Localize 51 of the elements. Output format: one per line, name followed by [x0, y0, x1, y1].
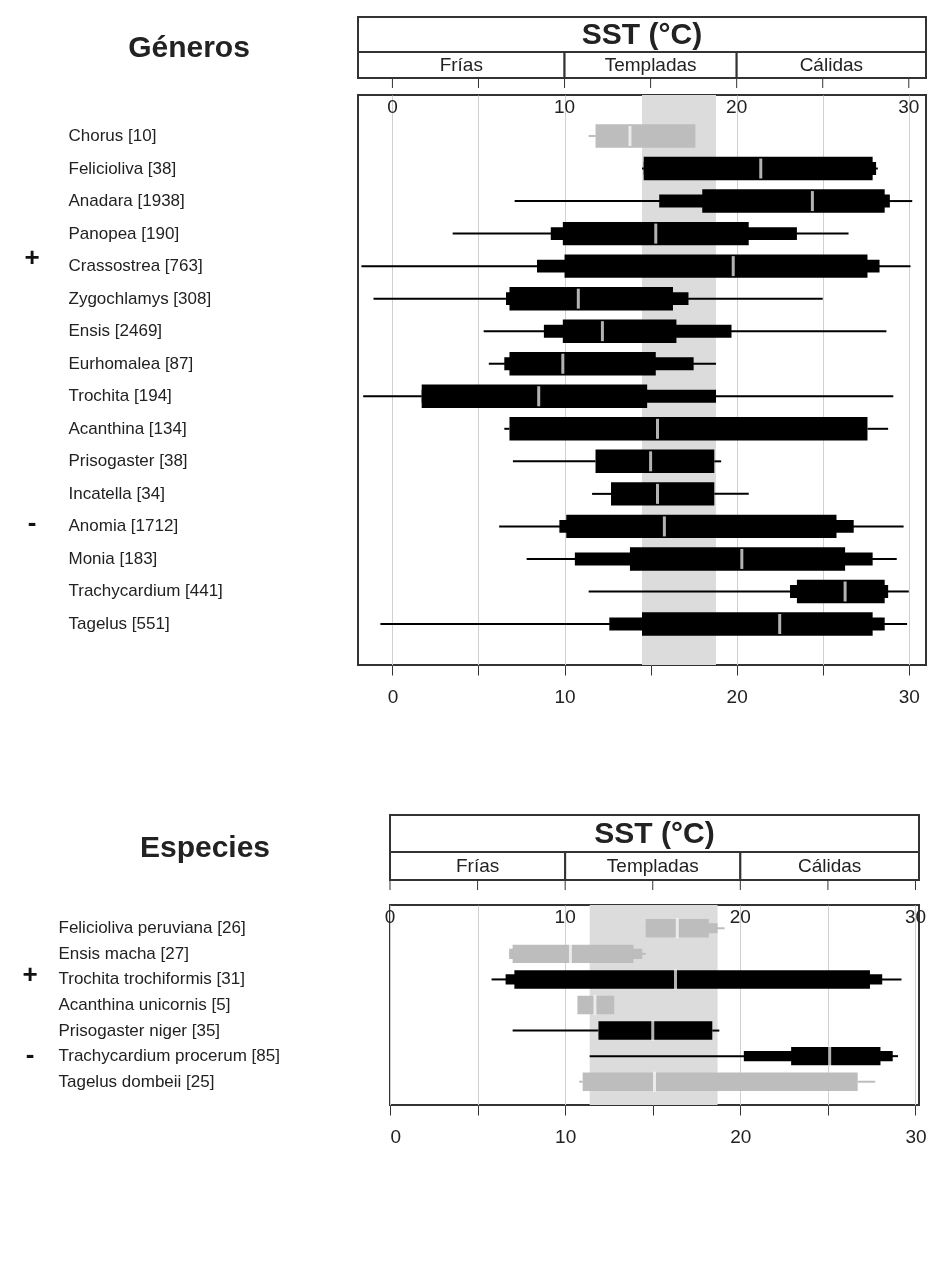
- text: Templadas: [606, 855, 699, 876]
- y-tick-label: Incatella [34]: [68, 483, 165, 503]
- x2-tick-label: 0: [387, 685, 399, 707]
- y-tick-label: Trachycardium procerum [85]: [58, 1046, 280, 1066]
- y-tick-label: Trochita trochiformis [31]: [58, 969, 245, 989]
- y-tick-label: Eurhomalea [87]: [68, 353, 194, 373]
- y-tick-label: Chorus [10]: [68, 125, 157, 145]
- text: Cálidas: [797, 855, 862, 876]
- y-tick-label: Anomia [1712]: [68, 516, 179, 536]
- y-tick-label: Crassostrea [763]: [68, 256, 203, 276]
- text: Frías: [439, 54, 483, 75]
- x2-tick-label: 20: [726, 685, 748, 707]
- y-tick-label: Panopea [190]: [68, 223, 180, 243]
- text: Cálidas: [799, 54, 864, 75]
- y-tick-label: Acanthina unicornis [5]: [58, 995, 231, 1014]
- y-tick-label: Acanthina [134]: [68, 418, 187, 438]
- x2-tick-label: 0: [390, 1125, 402, 1147]
- y-tick-label: Anadara [1938]: [68, 191, 185, 211]
- x2-tick-label: 20: [730, 1125, 752, 1147]
- y-tick-label: Felicioliva [38]: [68, 158, 177, 178]
- y-tick-label: Tagelus [551]: [68, 614, 170, 634]
- x2-tick-label: 10: [554, 685, 576, 707]
- text: Templadas: [604, 54, 697, 75]
- x-tick-label: 10: [553, 96, 576, 117]
- text: +: [22, 959, 38, 989]
- text: -: [25, 1039, 35, 1069]
- text: +: [24, 241, 40, 272]
- x-tick-label: 20: [729, 906, 751, 927]
- x2-tick-label: 10: [555, 1125, 577, 1147]
- x-axis-title: SST (°C): [594, 815, 715, 849]
- y-tick-label: Tagelus dombeii [25]: [58, 1071, 215, 1091]
- chart-title: Especies: [139, 829, 271, 863]
- text: -: [27, 506, 37, 537]
- x2-tick-label: 30: [898, 685, 920, 707]
- y-tick-label: Trochita [194]: [68, 386, 172, 406]
- x-tick-label: 20: [726, 96, 748, 117]
- chart-title: Géneros: [128, 29, 250, 63]
- x2-tick-label: 30: [905, 1125, 927, 1147]
- y-tick-label: Zygochlamys [308]: [68, 288, 212, 308]
- x-tick-label: 10: [554, 906, 576, 927]
- y-tick-label: Trachycardium [441]: [68, 581, 223, 601]
- y-tick-label: Ensis macha [27]: [58, 943, 189, 963]
- y-tick-label: Ensis [2469]: [68, 321, 163, 341]
- x-tick-label: 0: [387, 96, 398, 117]
- y-tick-label: Prisogaster [38]: [68, 451, 188, 471]
- y-tick-label: Monia [183]: [68, 548, 158, 568]
- x-axis-title: SST (°C): [581, 16, 703, 50]
- y-tick-label: Felicioliva peruviana [26]: [58, 918, 246, 938]
- y-tick-label: Prisogaster niger [35]: [58, 1020, 221, 1040]
- x-tick-label: 30: [898, 96, 920, 117]
- text: Frías: [455, 855, 500, 876]
